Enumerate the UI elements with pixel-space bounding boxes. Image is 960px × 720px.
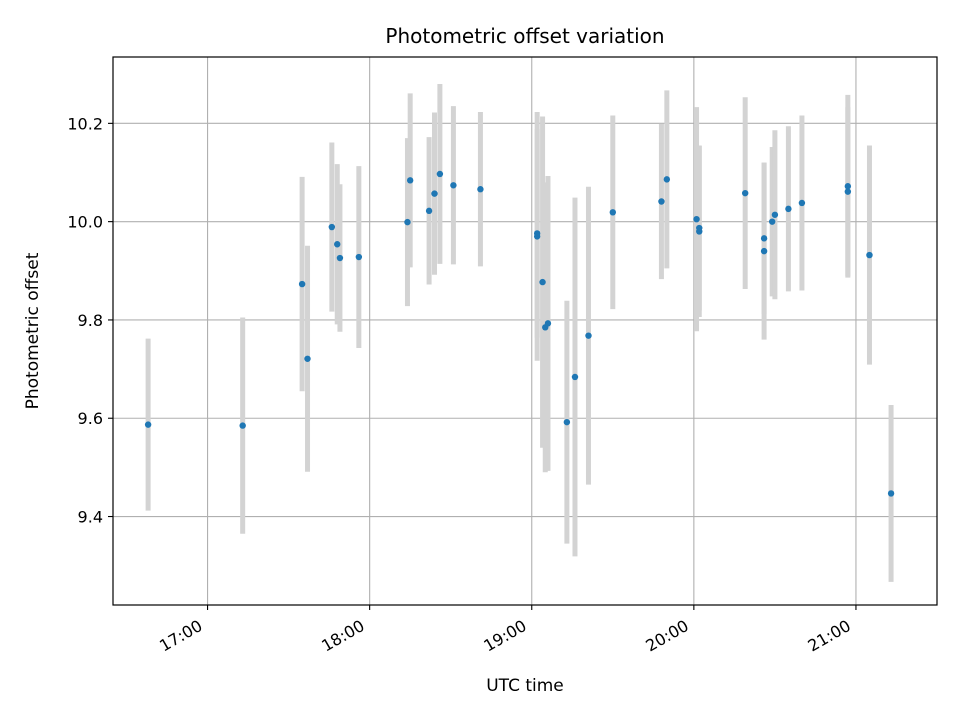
data-point [771, 211, 779, 218]
y-tick-label: 10.2 [67, 114, 103, 133]
data-point [866, 251, 873, 259]
y-tick-label: 9.4 [78, 508, 103, 527]
data-point [563, 418, 571, 426]
data-point [844, 183, 852, 190]
data-point [760, 247, 768, 255]
data-point [144, 421, 152, 428]
data-point [431, 190, 438, 197]
data-point [609, 209, 617, 216]
data-point [298, 280, 306, 288]
data-point [798, 199, 806, 207]
x-axis-title: UTC time [486, 676, 564, 696]
data-point [571, 373, 579, 381]
data-points [144, 170, 895, 497]
chart-title: Photometric offset variation [385, 24, 664, 48]
data-point [769, 218, 776, 225]
data-point [406, 177, 414, 184]
data-point [696, 228, 703, 235]
data-point [844, 188, 852, 195]
data-point [425, 207, 433, 215]
data-point [239, 422, 246, 429]
data-point [355, 253, 363, 261]
data-point [436, 170, 444, 178]
data-point [450, 182, 457, 189]
data-point [304, 355, 311, 362]
y-tick-label: 10.0 [67, 213, 103, 232]
data-point [334, 241, 341, 248]
data-point [585, 332, 592, 339]
data-point [887, 490, 895, 497]
data-point [760, 235, 768, 242]
y-tick-label: 9.6 [78, 409, 103, 428]
data-point [404, 218, 411, 226]
data-point [693, 215, 700, 223]
data-point [328, 223, 336, 231]
data-point [336, 254, 344, 262]
data-point [539, 278, 546, 286]
data-point [658, 198, 665, 205]
data-point [477, 186, 484, 193]
y-tick-label: 9.8 [78, 311, 103, 330]
plot-area-frame [112, 56, 938, 606]
data-point [544, 320, 552, 327]
data-point [663, 176, 671, 183]
data-point [533, 230, 541, 237]
data-point [785, 205, 792, 213]
y-axis-title: Photometric offset [23, 252, 43, 409]
data-point [741, 189, 749, 197]
